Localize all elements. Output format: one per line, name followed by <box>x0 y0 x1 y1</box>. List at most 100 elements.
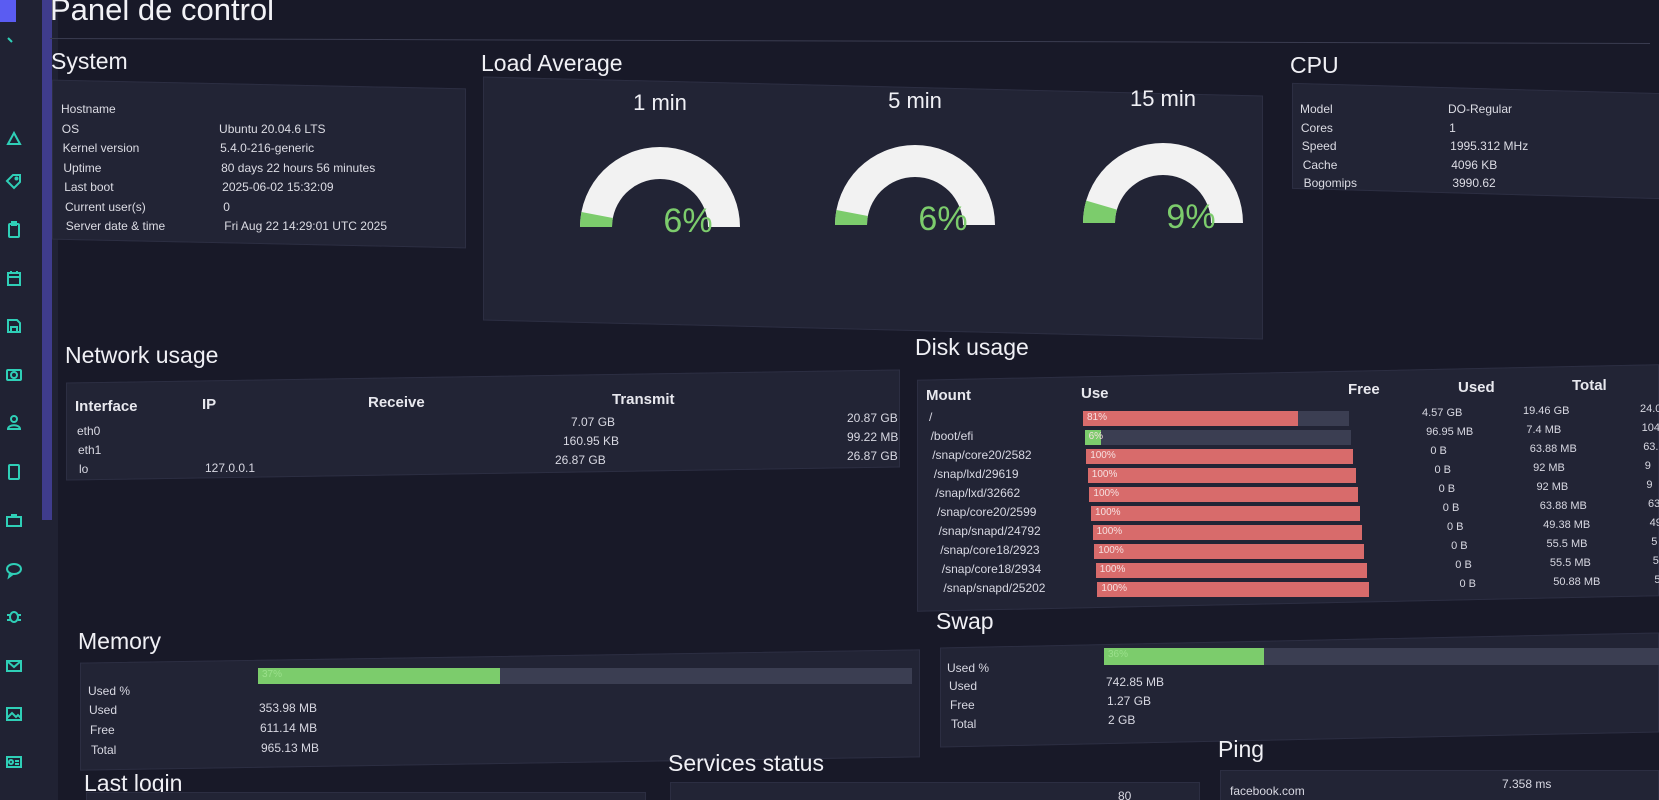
user-location-icon[interactable] <box>4 412 28 436</box>
disk-usage-fill <box>1084 430 1101 445</box>
memory-usage-fill <box>258 668 500 684</box>
disk-row-mount: /snap/snapd/24792 <box>938 524 1041 538</box>
gauge-fill <box>580 212 613 227</box>
cpu-row-label: Cache <box>1302 157 1338 172</box>
disk-usage-pct: 100% <box>1093 488 1119 499</box>
disk-usage-fill <box>1097 582 1369 597</box>
disk-usage-fill <box>1086 449 1354 464</box>
gauge-track <box>580 147 740 227</box>
disk-row-used: 55.5 MB <box>1546 538 1588 550</box>
network-header-ip: IP <box>202 396 217 413</box>
gauge-track <box>1083 143 1243 223</box>
disk-row-mount: /boot/efi <box>930 429 974 443</box>
network-row-interface: eth1 <box>78 443 102 457</box>
disk-usage-bar: 81% <box>1083 411 1349 426</box>
gauge-fill <box>835 210 868 225</box>
tag-icon[interactable] <box>4 172 28 196</box>
clipboard-icon[interactable] <box>4 220 28 244</box>
swap-used-pct-label: Used % <box>947 661 990 675</box>
cpu-row-label: Cores <box>1300 120 1333 135</box>
swap-row-value: 742.85 MB <box>1106 675 1165 689</box>
alert-icon[interactable] <box>4 128 28 152</box>
network-row-receive: 26.87 GB <box>555 453 606 467</box>
disk-usage-fill <box>1094 544 1365 559</box>
disk-row-total: 104.3 <box>1641 422 1659 434</box>
disk-usage-pct: 100% <box>1096 526 1123 537</box>
cpu-title: CPU <box>1290 52 1339 78</box>
gauge-value: 6% <box>663 202 713 240</box>
gauge-value: 6% <box>918 200 968 238</box>
disk-usage-fill <box>1083 411 1299 426</box>
gauge-label: 5 min <box>888 88 942 113</box>
bug-icon[interactable] <box>4 606 28 630</box>
network-panel <box>66 369 900 481</box>
disk-row-mount: /snap/lxd/32662 <box>935 486 1021 500</box>
cpu-row-label: Speed <box>1301 139 1337 153</box>
disk-row-used: 49.38 MB <box>1543 519 1591 531</box>
tablet-icon[interactable] <box>4 462 28 486</box>
memory-title: Memory <box>78 628 162 654</box>
disk-row-total: 9 <box>1646 479 1653 491</box>
collapse-icon[interactable] <box>4 34 28 58</box>
disk-usage-pct: 100% <box>1095 507 1121 518</box>
memory-row-label: Total <box>91 743 117 757</box>
load-gauge <box>835 145 995 225</box>
id-card-icon[interactable] <box>4 752 28 776</box>
swap-usage-fill <box>1104 648 1264 665</box>
disk-row-mount: /snap/snapd/25202 <box>943 581 1046 595</box>
network-header-receive: Receive <box>368 394 425 411</box>
cpu-row-value: 1995.312 MHz <box>1450 139 1529 153</box>
camera-icon[interactable] <box>4 364 28 388</box>
system-row-label: OS <box>61 121 80 136</box>
system-row-label: Last boot <box>64 180 114 194</box>
cpu-row-label: Model <box>1300 102 1333 116</box>
network-row-interface: lo <box>79 462 89 476</box>
disk-row-free: 4.57 GB <box>1422 407 1463 419</box>
disk-row-total: 5 <box>1652 555 1659 567</box>
image-icon[interactable] <box>4 704 28 728</box>
system-row-label: Hostname <box>61 102 116 116</box>
cpu-row-value: 1 <box>1449 120 1456 135</box>
disk-row-free: 0 B <box>1430 445 1447 457</box>
network-row-transmit: 99.22 MB <box>847 430 899 444</box>
disk-row-mount: /snap/core20/2599 <box>937 505 1037 519</box>
system-row-label: Kernel version <box>62 141 140 155</box>
network-row-receive: 160.95 KB <box>563 434 620 448</box>
disk-row-used: 55.5 MB <box>1549 557 1591 569</box>
calendar-icon[interactable] <box>4 268 28 292</box>
memory-row-label: Used <box>89 703 118 717</box>
briefcase-icon[interactable] <box>4 510 28 534</box>
network-row-interface: eth0 <box>77 424 101 438</box>
system-row-value: Fri Aug 22 14:29:01 UTC 2025 <box>224 219 388 233</box>
swap-title: Swap <box>936 608 994 634</box>
disk-usage-bar: 100% <box>1094 544 1365 559</box>
network-row-receive: 7.07 GB <box>571 415 616 429</box>
save-icon[interactable] <box>4 316 28 340</box>
disk-row-used: 63.88 MB <box>1539 500 1587 512</box>
disk-row-free: 0 B <box>1442 502 1460 514</box>
disk-row-mount: /snap/lxd/29619 <box>933 467 1019 481</box>
disk-usage-fill <box>1087 468 1356 483</box>
disk-row-free: 0 B <box>1434 464 1451 476</box>
disk-header-free: Free <box>1348 381 1380 398</box>
disk-usage-pct: 100% <box>1090 450 1116 461</box>
disk-usage-fill <box>1089 487 1358 502</box>
gauge-value: 9% <box>1166 198 1216 236</box>
disk-usage-pct: 81% <box>1087 412 1108 423</box>
disk-row-total: 63. <box>1648 498 1659 510</box>
load-average-title: Load Average <box>481 50 623 76</box>
mail-icon[interactable] <box>4 656 28 680</box>
disk-row-free: 0 B <box>1459 578 1476 590</box>
disk-usage-bar: 100% <box>1089 487 1358 502</box>
swap-row-label: Free <box>950 698 975 712</box>
gauge-label: 15 min <box>1129 86 1197 111</box>
disk-row-total: 63.8 <box>1643 441 1659 453</box>
disk-row-used: 63.88 MB <box>1529 443 1577 455</box>
logo[interactable] <box>0 0 16 22</box>
memory-row-value: 353.98 MB <box>259 701 318 715</box>
chat-icon[interactable] <box>4 560 28 584</box>
disk-header-use: Use <box>1081 385 1109 402</box>
page-title: Panel de control <box>50 0 275 27</box>
gauge-label: 1 min <box>633 90 687 115</box>
